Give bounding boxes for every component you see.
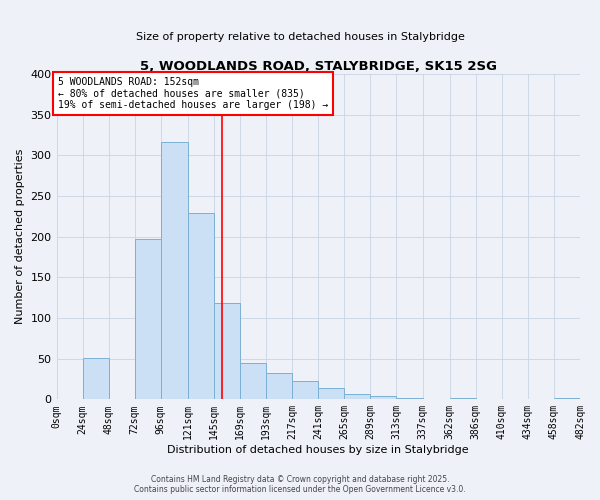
- Bar: [318, 388, 344, 400]
- Bar: [188, 213, 214, 400]
- Bar: [370, 396, 397, 400]
- Bar: [397, 398, 422, 400]
- Bar: [449, 398, 476, 400]
- Bar: [554, 398, 580, 400]
- Bar: [214, 304, 240, 400]
- Bar: [292, 382, 318, 400]
- Bar: [344, 394, 370, 400]
- Text: 5 WOODLANDS ROAD: 152sqm
← 80% of detached houses are smaller (835)
19% of semi-: 5 WOODLANDS ROAD: 152sqm ← 80% of detach…: [58, 76, 328, 110]
- Y-axis label: Number of detached properties: Number of detached properties: [15, 149, 25, 324]
- Text: Size of property relative to detached houses in Stalybridge: Size of property relative to detached ho…: [136, 32, 464, 42]
- Bar: [266, 372, 292, 400]
- Text: Contains HM Land Registry data © Crown copyright and database right 2025.
Contai: Contains HM Land Registry data © Crown c…: [134, 474, 466, 494]
- X-axis label: Distribution of detached houses by size in Stalybridge: Distribution of detached houses by size …: [167, 445, 469, 455]
- Bar: [83, 358, 109, 400]
- Title: 5, WOODLANDS ROAD, STALYBRIDGE, SK15 2SG: 5, WOODLANDS ROAD, STALYBRIDGE, SK15 2SG: [140, 60, 497, 73]
- Bar: [161, 142, 188, 400]
- Bar: [240, 363, 266, 400]
- Bar: [135, 239, 161, 400]
